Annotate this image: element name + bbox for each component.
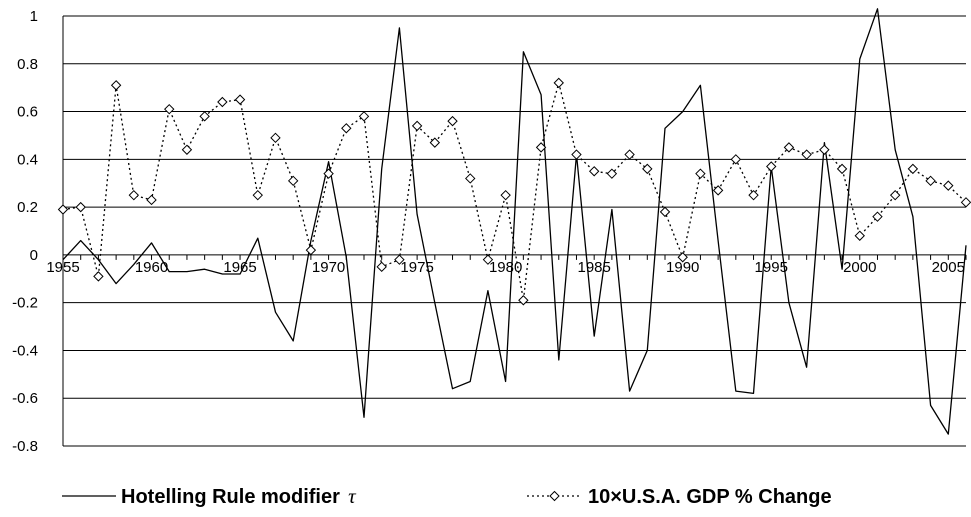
x-tick-label: 1990 [666, 259, 699, 276]
legend-label-tau-symbol: τ [348, 484, 357, 508]
gdp-data-point-marker [358, 111, 370, 122]
gdp-data-point-marker [252, 189, 263, 201]
axes [62, 16, 967, 446]
legend-label-hotelling: Hotelling Rule modifier [121, 486, 340, 508]
gdp-data-point-marker [341, 123, 352, 134]
gdp-data-point-marker [624, 149, 635, 160]
gdp-data-point-marker [766, 161, 777, 172]
gdp-data-point-marker [783, 142, 795, 153]
gdp-data-point-marker [819, 144, 830, 155]
x-tick-label: 1985 [577, 259, 610, 276]
gdp-data-point-marker [376, 261, 387, 273]
gdp-data-point-marker [93, 271, 104, 282]
y-tick-label: 0 [30, 247, 38, 264]
gdp-data-point-marker [164, 103, 175, 115]
x-tick-label: 1960 [135, 259, 168, 276]
gridlines [63, 15, 966, 447]
y-tick-label: -0.8 [12, 438, 38, 455]
gdp-data-point-marker [642, 163, 653, 175]
gdp-data-point-marker [553, 77, 564, 89]
y-axis-tick-labels: 1 0.8 0.6 0.4 0.2 0 -0.2 -0.4 -0.6 -0.8 [12, 8, 38, 455]
gdp-data-point-marker [571, 149, 582, 160]
gdp-data-point-marker [659, 206, 671, 218]
x-tick-label: 2005 [932, 259, 965, 276]
gdp-data-point-marker [465, 173, 476, 184]
legend-diamond-marker-icon [549, 490, 560, 502]
gdp-data-point-marker [234, 94, 246, 105]
gdp-data-point-marker [57, 204, 69, 215]
gdp-data-point-marker [872, 211, 883, 222]
y-tick-label: 0.8 [17, 56, 38, 73]
x-tick-label: 1975 [400, 259, 433, 276]
gdp-change-series-line [62, 82, 967, 301]
y-tick-label: 1 [30, 8, 38, 25]
gdp-data-point-marker [447, 115, 458, 127]
x-axis-tick-labels: 1955 1960 1965 1970 1975 1980 1985 1990 1995 2000… [46, 259, 965, 276]
x-tick-label: 1980 [489, 259, 522, 276]
gdp-data-point-marker [836, 163, 848, 175]
gdp-data-point-marker [730, 154, 742, 165]
gdp-data-point-marker [287, 175, 299, 187]
gdp-data-point-marker [429, 137, 441, 148]
x-tick-label: 1970 [312, 259, 345, 276]
y-tick-label: -0.6 [12, 390, 38, 407]
x-tick-label: 1965 [223, 259, 256, 276]
gdp-data-point-marker [394, 254, 405, 265]
gdp-data-point-marker [712, 185, 724, 196]
gdp-data-point-marker [801, 149, 812, 160]
gdp-data-point-marker [588, 166, 600, 177]
x-tick-label: 1955 [46, 259, 79, 276]
y-tick-label: -0.2 [12, 295, 38, 312]
gdp-data-point-marker [110, 80, 122, 91]
gdp-data-point-marker [854, 230, 865, 241]
gdp-data-point-marker [305, 244, 317, 256]
legend: Hotelling Rule modifier τ 10×U.S.A. GDP … [62, 484, 832, 508]
gdp-data-point-marker [960, 197, 971, 208]
gdp-data-point-marker [889, 189, 901, 201]
gdp-data-point-marker [217, 96, 228, 108]
gdp-data-point-marker [181, 144, 193, 155]
gdp-data-point-marker [695, 168, 706, 179]
gdp-data-point-marker [75, 201, 86, 213]
gdp-data-point-marker [943, 180, 954, 191]
gdp-data-point-marker [518, 295, 529, 306]
gdp-data-point-marker [535, 142, 547, 153]
gdp-data-point-marker [748, 189, 759, 201]
y-tick-label: -0.4 [12, 342, 38, 359]
gdp-data-point-marker [482, 254, 494, 265]
gdp-data-point-marker [128, 189, 140, 201]
gdp-data-point-marker [411, 120, 423, 132]
gdp-data-point-marker [925, 175, 936, 187]
gdp-data-point-marker [907, 163, 919, 175]
gdp-data-point-marker [146, 194, 157, 206]
gdp-data-point-marker [606, 168, 618, 179]
gdp-data-point-marker [323, 168, 334, 179]
gdp-data-point-marker [500, 189, 511, 201]
hotelling-modifier-series-line [62, 8, 967, 435]
gdp-data-point-marker [270, 132, 281, 144]
x-tick-label: 2000 [843, 259, 876, 276]
series-layer [57, 8, 971, 435]
y-tick-label: 0.4 [17, 151, 38, 168]
gdp-data-point-marker [199, 111, 210, 122]
y-tick-label: 0.6 [17, 104, 38, 121]
gdp-data-point-marker [677, 252, 688, 263]
y-tick-label: 0.2 [17, 199, 38, 216]
legend-label-gdp: 10×U.S.A. GDP % Change [588, 486, 832, 508]
